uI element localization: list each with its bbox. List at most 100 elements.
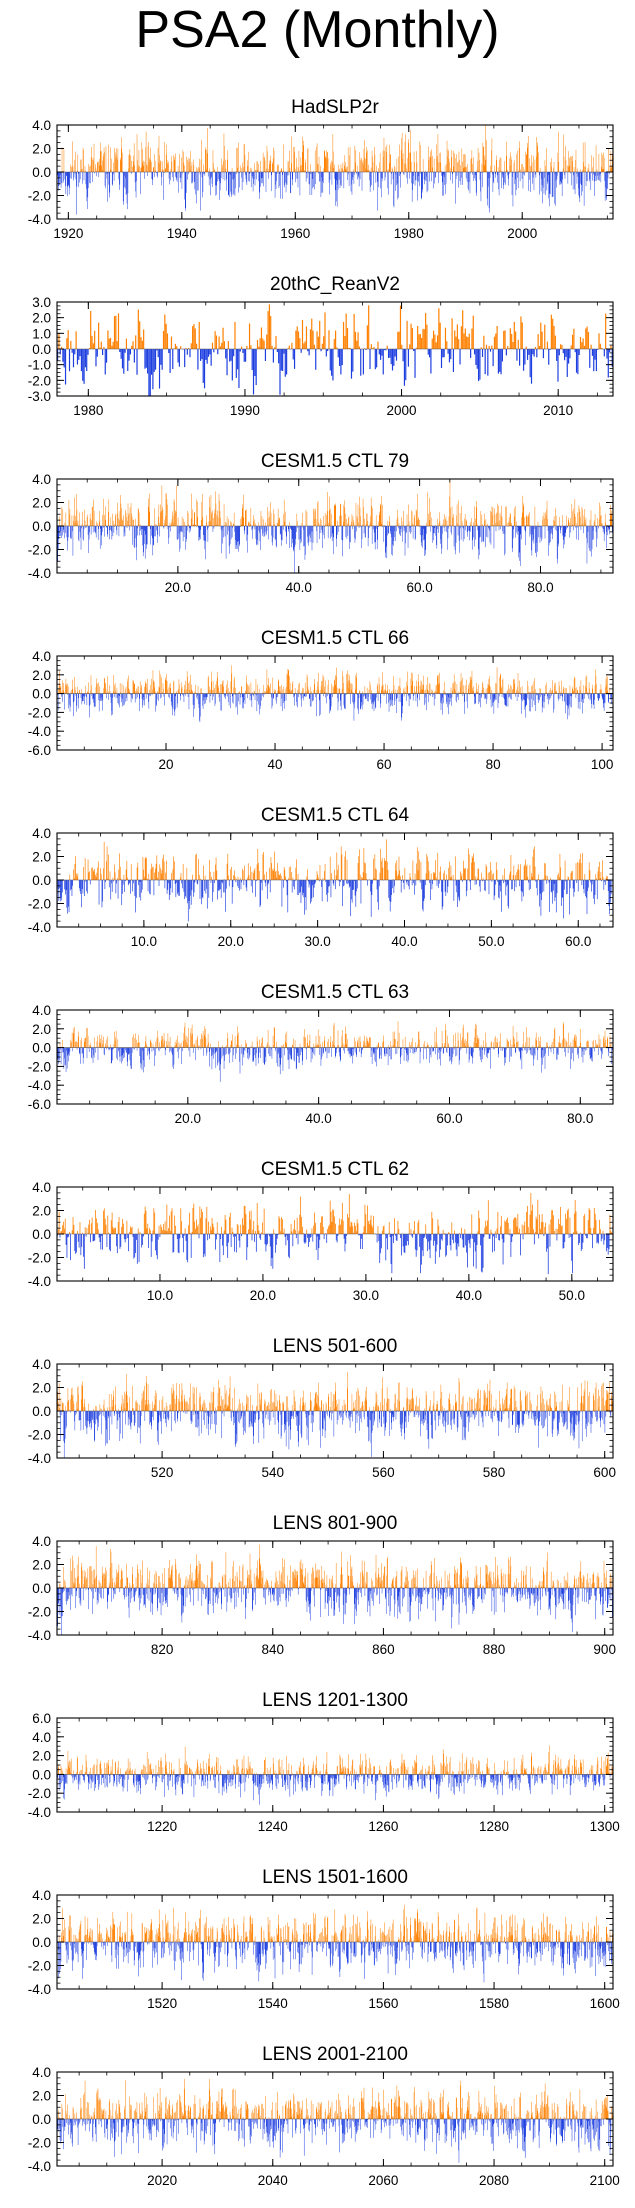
data-bar xyxy=(356,880,357,892)
data-bar xyxy=(470,677,472,694)
data-bar xyxy=(101,526,102,546)
data-bar xyxy=(563,134,564,172)
data-bar xyxy=(310,693,312,707)
data-bar xyxy=(389,880,390,901)
data-bar xyxy=(119,853,120,880)
data-bar xyxy=(62,172,64,184)
data-bar xyxy=(64,693,65,710)
data-bar xyxy=(447,156,448,172)
data-bar xyxy=(539,526,540,528)
data-bar xyxy=(512,875,514,880)
data-bar xyxy=(208,689,210,694)
data-bar xyxy=(236,693,237,707)
data-bar xyxy=(129,507,131,526)
data-bar xyxy=(173,155,175,172)
data-bar xyxy=(566,526,567,530)
data-bar xyxy=(368,164,369,172)
data-bar xyxy=(92,343,94,349)
data-bar xyxy=(505,693,506,706)
data-bar xyxy=(534,347,537,349)
data-bar xyxy=(541,172,543,185)
data-bar xyxy=(568,693,569,707)
data-bar xyxy=(295,526,297,539)
data-bar xyxy=(304,170,305,172)
data-bar xyxy=(272,526,274,538)
data-bar xyxy=(491,880,493,882)
data-bar xyxy=(479,172,481,180)
data-bar xyxy=(160,504,161,526)
data-bar xyxy=(321,526,323,533)
data-bar xyxy=(423,690,425,694)
data-bar xyxy=(355,526,356,540)
data-bar xyxy=(219,511,221,526)
data-bar xyxy=(590,693,592,699)
data-bar xyxy=(505,172,506,185)
data-bar xyxy=(266,880,268,899)
data-bar xyxy=(528,691,529,694)
data-bar xyxy=(397,517,399,526)
data-bar xyxy=(277,164,279,172)
y-tick-label: 0.0 xyxy=(32,342,51,357)
data-bar xyxy=(191,172,192,184)
data-bar xyxy=(599,172,600,181)
data-bar xyxy=(517,869,518,880)
data-bar xyxy=(474,506,476,526)
data-bar xyxy=(506,880,507,887)
data-bar xyxy=(353,522,355,526)
data-bar xyxy=(466,336,468,349)
panel-title: CESM1.5 CTL 64 xyxy=(261,805,410,826)
data-bar xyxy=(100,868,101,880)
data-bar xyxy=(174,501,175,526)
data-bar xyxy=(375,869,377,880)
data-bar xyxy=(242,172,244,183)
data-bar xyxy=(380,503,381,526)
data-bar xyxy=(233,349,235,357)
data-bar xyxy=(587,168,589,172)
data-bar xyxy=(245,172,246,175)
data-bar xyxy=(174,157,175,172)
data-bar xyxy=(253,521,255,526)
data-bar xyxy=(108,172,110,185)
data-bar xyxy=(206,149,207,172)
data-bar xyxy=(118,526,120,537)
data-bar xyxy=(68,500,70,526)
data-bar xyxy=(144,680,146,694)
data-bar xyxy=(107,526,108,537)
data-bar xyxy=(173,680,175,694)
data-bar xyxy=(502,679,503,694)
data-bar xyxy=(413,693,414,696)
data-bar xyxy=(193,524,194,526)
data-bar xyxy=(355,162,356,172)
data-bar xyxy=(456,172,458,176)
data-bar xyxy=(506,691,508,694)
data-bar xyxy=(596,172,597,181)
data-bar xyxy=(192,172,193,184)
data-bar xyxy=(463,685,464,694)
data-bar xyxy=(283,526,284,530)
data-bar xyxy=(544,526,546,539)
data-bar xyxy=(415,172,417,181)
data-bar xyxy=(70,880,71,891)
data-bar xyxy=(467,172,469,189)
data-bar xyxy=(551,526,553,535)
data-bar xyxy=(303,693,305,701)
data-bar xyxy=(187,512,189,526)
data-bar xyxy=(495,683,496,694)
data-bar xyxy=(165,493,167,526)
data-bar xyxy=(356,880,358,889)
data-bar xyxy=(518,690,520,694)
data-bar xyxy=(547,518,548,526)
data-bar xyxy=(248,522,249,526)
data-bar xyxy=(355,150,357,172)
data-bar xyxy=(284,511,286,526)
data-bar xyxy=(494,508,495,526)
data-bar xyxy=(232,172,233,180)
data-bar xyxy=(423,526,424,541)
data-bar xyxy=(608,526,610,530)
data-bar xyxy=(440,526,441,544)
data-bar xyxy=(608,693,609,703)
data-bar xyxy=(480,693,482,697)
data-bar xyxy=(212,880,213,902)
data-bar xyxy=(192,874,193,880)
data-bar xyxy=(535,172,536,175)
